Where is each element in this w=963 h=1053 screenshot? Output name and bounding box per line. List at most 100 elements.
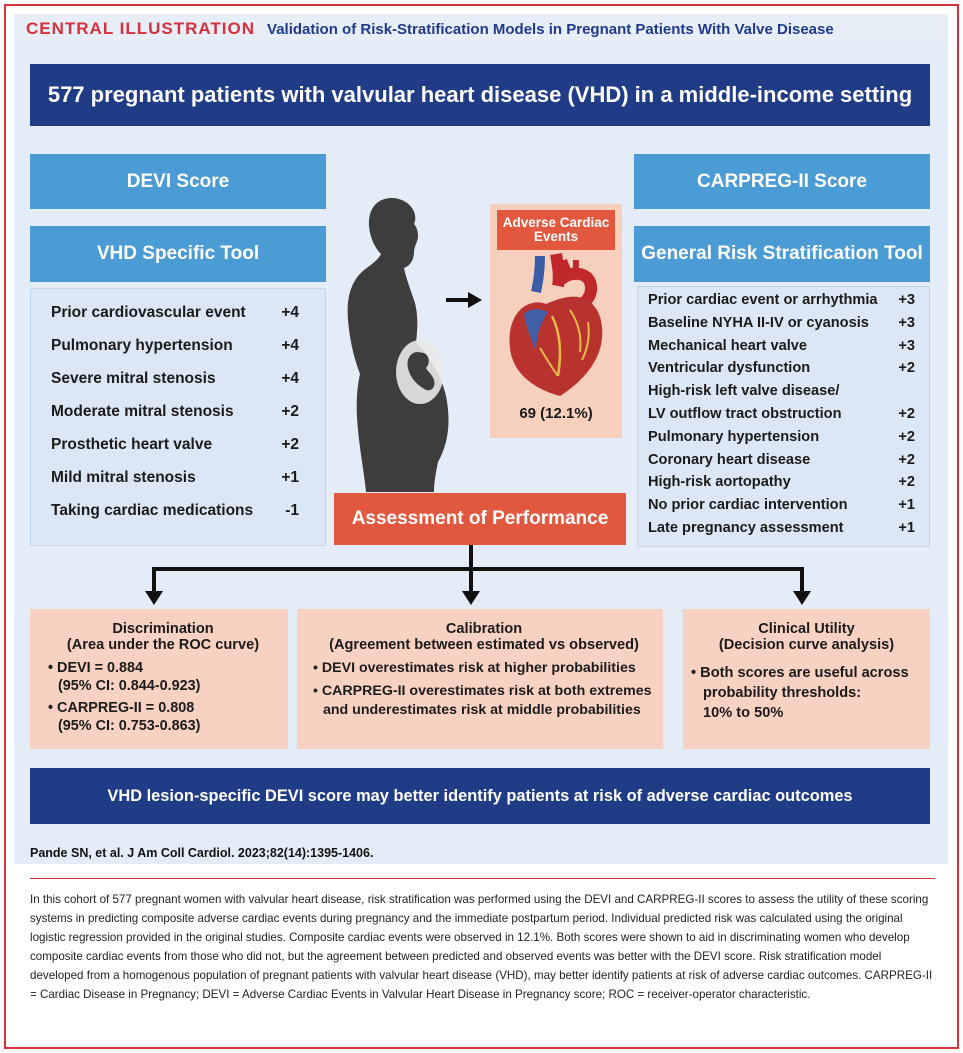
calibration-devi: DEVI overestimates risk at higher probab…	[321, 660, 636, 676]
calibration-box: Calibration (Agreement between estimated…	[297, 609, 663, 749]
pregnant-woman-icon	[347, 198, 449, 492]
carpreg-item-score: +2	[898, 428, 915, 445]
carpreg-item-score: +2	[898, 451, 915, 468]
calibration-carpreg: CARPREG-II overestimates risk at both ex…	[321, 683, 652, 699]
arrow-right-icon	[446, 292, 482, 308]
carpreg-item: High-risk left valve disease/	[648, 383, 915, 406]
figure-frame	[4, 4, 959, 1049]
assessment-box: Assessment of Performance	[334, 493, 626, 545]
devi-item: Severe mitral stenosis +4	[51, 370, 299, 403]
carpreg-item-label: Baseline NYHA II-IV or cyanosis	[648, 314, 869, 331]
carpreg-item-label: Prior cardiac event or arrhythmia	[648, 292, 878, 308]
calibration-title: Calibration	[445, 621, 523, 637]
carpreg-item: No prior cardiac intervention +1	[648, 497, 915, 520]
arrow-down-icon	[145, 591, 163, 605]
carpreg-item: Mechanical heart valve +3	[648, 338, 915, 361]
events-title-box: Adverse Cardiac Events	[497, 210, 615, 250]
devi-item-label: Severe mitral stenosis	[51, 370, 216, 387]
conclusion-banner: VHD lesion-specific DEVI score may bette…	[30, 768, 930, 824]
devi-item-label: Prior cardiovascular event	[51, 304, 246, 321]
devi-item-score: +4	[281, 370, 299, 387]
devi-item-label: Pulmonary hypertension	[51, 337, 233, 354]
devi-title-box: DEVI Score	[30, 154, 326, 209]
arrow-down-icon	[462, 591, 480, 605]
discrimination-bullet: • CARPREG-II = 0.808	[48, 700, 195, 716]
carpreg-item: Pulmonary hypertension +2	[648, 429, 915, 452]
conclusion-text: VHD lesion-specific DEVI score may bette…	[107, 786, 853, 805]
devi-item-score: +2	[281, 403, 299, 420]
carpreg-item: LV outflow tract obstruction +2	[648, 406, 915, 429]
calibration-bullet: • CARPREG-II overestimates risk at both …	[313, 683, 652, 699]
devi-subtitle-box: VHD Specific Tool	[30, 226, 326, 282]
carpreg-item-score: +1	[898, 519, 915, 536]
utility-text: Both scores are useful across	[700, 665, 909, 681]
figure-header: CENTRAL ILLUSTRATION Validation of Risk-…	[14, 14, 948, 44]
carpreg-item-label: High-risk left valve disease/	[648, 383, 840, 400]
events-count: 69 (12.1%)	[519, 405, 593, 422]
devi-item-label: Moderate mitral stenosis	[51, 403, 234, 420]
devi-item-score: +2	[281, 436, 299, 453]
devi-item-label: Prosthetic heart valve	[51, 436, 213, 453]
utility-subtitle: (Decision curve analysis)	[718, 637, 895, 653]
utility-box: Clinical Utility (Decision curve analysi…	[683, 609, 930, 749]
carpreg-item: High-risk aortopathy +2	[648, 474, 915, 497]
calibration-bullet: • DEVI overestimates risk at higher prob…	[313, 660, 636, 676]
connector-left	[152, 567, 156, 595]
discrimination-title: Discrimination	[112, 621, 214, 637]
carpreg-item-score: +2	[898, 474, 915, 491]
utility-text-3: 10% to 50%	[703, 705, 784, 721]
calibration-carpreg-cont: and underestimates risk at middle probab…	[323, 702, 641, 718]
carpreg-item: Prior cardiac event or arrhythmia +3	[648, 292, 915, 315]
connector-right	[800, 567, 804, 595]
discrimination-ci: (95% CI: 0.753-0.863)	[58, 718, 201, 734]
carpreg-item-label: No prior cardiac intervention	[648, 497, 848, 514]
devi-item: Taking cardiac medications -1	[51, 502, 299, 535]
calibration-subtitle: (Agreement between estimated vs observed…	[329, 637, 639, 653]
arrow-down-icon	[793, 591, 811, 605]
discrimination-bullet: • DEVI = 0.884	[48, 660, 144, 676]
carpreg-item-label: LV outflow tract obstruction	[648, 405, 842, 422]
discrimination-ci: (95% CI: 0.844-0.923)	[58, 678, 201, 694]
devi-item: Pulmonary hypertension +4	[51, 337, 299, 370]
figure-legend: In this cohort of 577 pregnant women wit…	[30, 893, 933, 1001]
devi-item: Mild mitral stenosis +1	[51, 469, 299, 502]
discrimination-devi: DEVI = 0.884	[57, 660, 144, 676]
carpreg-item: Baseline NYHA II-IV or cyanosis +3	[648, 315, 915, 338]
carpreg-subtitle-box: General Risk Stratification Tool	[634, 226, 930, 282]
carpreg-item: Coronary heart disease +2	[648, 452, 915, 475]
carpreg-item-label: Late pregnancy assessment	[648, 519, 844, 536]
connector-horizontal	[152, 567, 804, 571]
devi-item-label: Taking cardiac medications	[51, 502, 254, 519]
devi-items-box: Prior cardiovascular event +4 Pulmonary h…	[30, 288, 326, 546]
utility-bullet: • Both scores are useful across	[691, 665, 909, 681]
carpreg-item-label: Ventricular dysfunction	[648, 360, 811, 377]
devi-item-score: -1	[285, 502, 299, 519]
carpreg-item-score: +3	[898, 337, 915, 354]
carpreg-item-label: Pulmonary hypertension	[648, 428, 820, 445]
figure-title: Validation of Risk-Stratification Models…	[267, 20, 834, 38]
caption-divider	[30, 878, 935, 879]
carpreg-subtitle: General Risk Stratification Tool	[641, 243, 923, 264]
discrimination-subtitle: (Area under the ROC curve)	[66, 637, 260, 653]
connector-middle	[469, 567, 473, 595]
carpreg-item: Late pregnancy assessment +1	[648, 520, 915, 543]
carpreg-item-label: Coronary heart disease	[648, 451, 811, 468]
assessment-title: Assessment of Performance	[351, 508, 609, 529]
carpreg-item-label: Mechanical heart valve	[648, 337, 807, 354]
devi-item-label: Mild mitral stenosis	[51, 469, 196, 486]
connector-vertical	[469, 545, 473, 570]
carpreg-item-score: +1	[898, 497, 915, 514]
discrimination-carpreg: CARPREG-II = 0.808	[57, 700, 195, 716]
carpreg-item-label: High-risk aortopathy	[648, 474, 791, 491]
devi-item: Prior cardiovascular event +4	[51, 304, 299, 337]
carpreg-item-score: +3	[898, 314, 915, 331]
devi-subtitle: VHD Specific Tool	[96, 243, 260, 264]
cohort-banner-text: 577 pregnant patients with valvular hear…	[47, 82, 913, 107]
devi-item-score: +4	[281, 337, 299, 354]
discrimination-box: Discrimination (Area under the ROC curve…	[30, 609, 288, 749]
devi-item: Moderate mitral stenosis +2	[51, 403, 299, 436]
heart-icon	[509, 253, 603, 396]
events-title: Adverse Cardiac Events	[502, 215, 610, 244]
utility-text-2: probability thresholds:	[703, 685, 862, 701]
central-illustration-label: CENTRAL ILLUSTRATION	[26, 19, 256, 38]
